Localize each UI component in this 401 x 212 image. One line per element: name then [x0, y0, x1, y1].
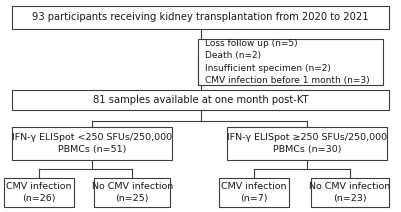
FancyBboxPatch shape — [94, 178, 170, 207]
FancyBboxPatch shape — [12, 90, 389, 110]
FancyBboxPatch shape — [227, 127, 387, 160]
Text: IFN-γ ELISpot ≥250 SFUs/250,000
PBMCs (n=30): IFN-γ ELISpot ≥250 SFUs/250,000 PBMCs (n… — [227, 133, 387, 154]
FancyBboxPatch shape — [12, 127, 172, 160]
FancyBboxPatch shape — [311, 178, 389, 207]
FancyBboxPatch shape — [12, 6, 389, 29]
Text: IFN-γ ELISpot <250 SFUs/250,000
PBMCs (n=51): IFN-γ ELISpot <250 SFUs/250,000 PBMCs (n… — [12, 133, 172, 154]
Text: No CMV infection
(n=25): No CMV infection (n=25) — [92, 182, 173, 203]
Text: 93 participants receiving kidney transplantation from 2020 to 2021: 93 participants receiving kidney transpl… — [32, 13, 369, 22]
FancyBboxPatch shape — [219, 178, 289, 207]
FancyBboxPatch shape — [198, 39, 383, 85]
Text: CMV infection
(n=26): CMV infection (n=26) — [6, 182, 72, 203]
Text: No CMV infection
(n=23): No CMV infection (n=23) — [309, 182, 391, 203]
Text: Loss follow up (n=5)
Death (n=2)
Insufficient specimen (n=2)
CMV infection befor: Loss follow up (n=5) Death (n=2) Insuffi… — [205, 39, 369, 85]
Text: CMV infection
(n=7): CMV infection (n=7) — [221, 182, 286, 203]
FancyBboxPatch shape — [4, 178, 74, 207]
Text: 81 samples available at one month post-KT: 81 samples available at one month post-K… — [93, 95, 308, 105]
